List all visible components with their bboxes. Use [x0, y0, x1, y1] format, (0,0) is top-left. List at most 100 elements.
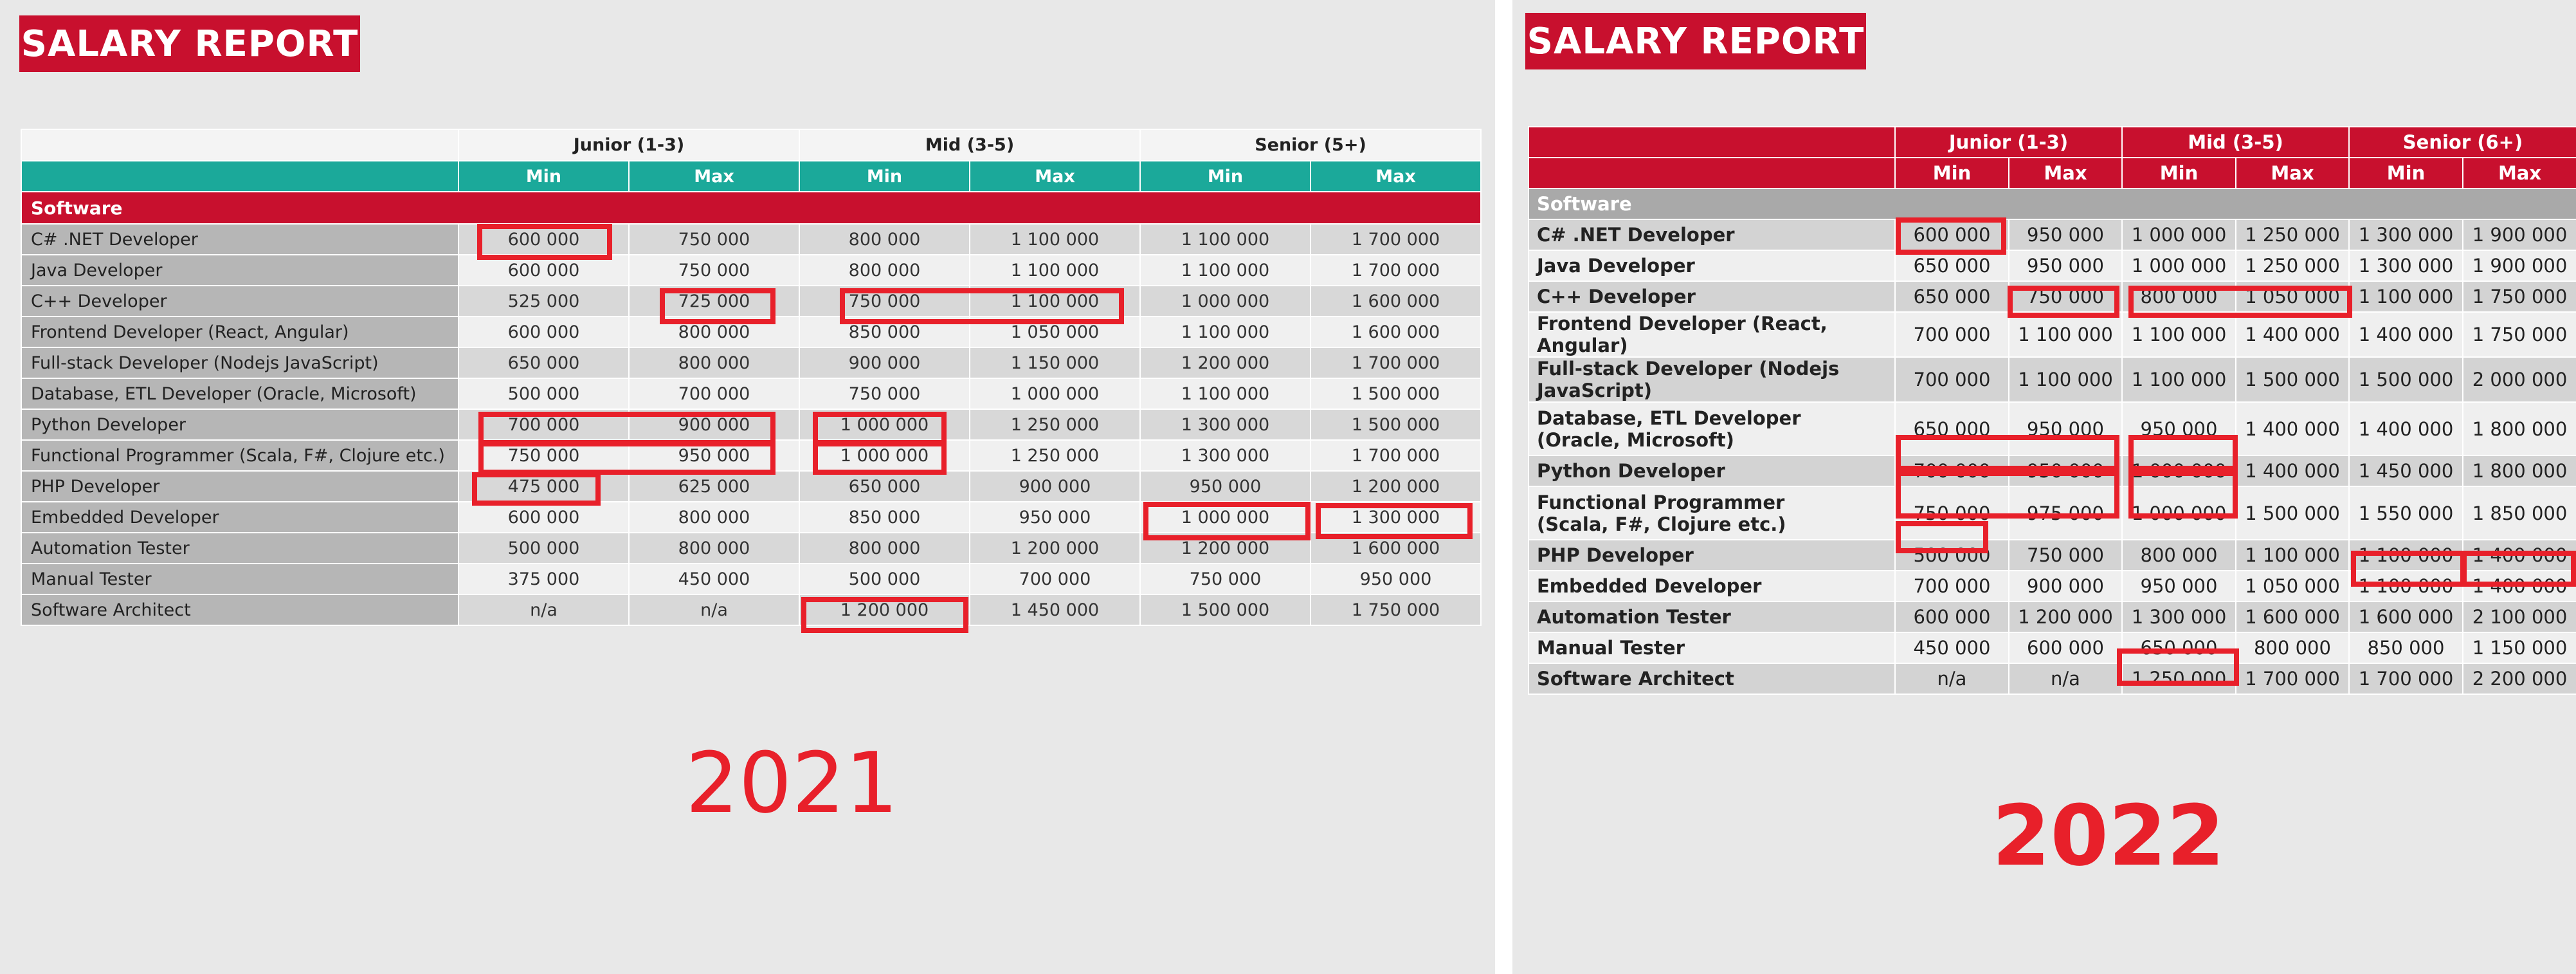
salary-cell: 700 000 — [969, 563, 1141, 595]
highlight-box — [472, 472, 601, 506]
salary-cell: 600 000 — [1894, 601, 2009, 633]
salary-table-2022: Junior (1-3) Mid (3-5) Senior (6+) Min Max Mi… — [1527, 126, 2576, 695]
salary-cell: 650 000 — [1894, 401, 2009, 456]
level-header: Mid (3-5) — [799, 129, 1141, 161]
salary-cell: n/a — [628, 594, 800, 626]
salary-cell: 1 100 000 — [2008, 311, 2123, 358]
role-cell: Full-stack Developer (Nodejs JavaScript) — [21, 347, 459, 379]
role-name: Database, ETL Developer — [1537, 407, 1801, 429]
salary-cell: 1 250 000 — [2235, 219, 2350, 251]
salary-cell: 2 000 000 — [2462, 356, 2576, 403]
salary-cell: 1 000 000 — [2121, 486, 2236, 540]
highlight-box — [2128, 471, 2238, 519]
salary-cell: 1 100 000 — [2008, 356, 2123, 403]
role-name: Automation Tester — [31, 538, 190, 558]
salary-cell: 1 750 000 — [2462, 311, 2576, 358]
role-cell: Manual Tester — [21, 563, 459, 595]
role-name: Java Developer — [1537, 255, 1695, 277]
role-name: C# .NET Developer — [31, 229, 198, 250]
salary-cell: 800 000 — [2235, 632, 2350, 664]
salary-cell: 1 700 000 — [1310, 254, 1482, 286]
highlight-box — [2462, 551, 2576, 587]
role-cell: Embedded Developer — [21, 501, 459, 533]
highlight-box — [1896, 217, 2006, 255]
role-cell: Automation Tester — [1528, 601, 1896, 633]
level-header-row: Junior (1-3) Mid (3-5) Senior (5+) — [21, 129, 1482, 161]
salary-cell: 1 500 000 — [1139, 594, 1311, 626]
table-row: Automation Tester 600 000 1 200 000 1 300 0… — [1528, 601, 2576, 633]
highlight-box — [660, 288, 776, 324]
role-name: Manual Tester — [31, 569, 152, 589]
table-row: Full-stack Developer (Nodejs JavaScript)… — [21, 347, 1482, 379]
salary-cell: 1 100 000 — [2235, 539, 2350, 571]
highlight-box — [1316, 503, 1473, 539]
salary-cell: 1 200 000 — [2008, 601, 2123, 633]
salary-cell: 1 600 000 — [1310, 316, 1482, 348]
section-label: Software — [1527, 188, 2576, 220]
salary-cell: 950 000 — [2008, 401, 2123, 456]
highlight-box — [2128, 286, 2352, 318]
salary-cell: 1 400 000 — [2348, 401, 2463, 456]
salary-cell: 900 000 — [2008, 570, 2123, 602]
level-header: Junior (1-3) — [1894, 126, 2123, 158]
salary-cell: 1 900 000 — [2462, 219, 2576, 251]
salary-cell: 850 000 — [2348, 632, 2463, 664]
highlight-box — [478, 441, 776, 475]
salary-cell: 1 250 000 — [969, 439, 1141, 472]
salary-cell: 800 000 — [628, 532, 800, 564]
salary-cell: 1 100 000 — [2121, 311, 2236, 358]
salary-cell: 750 000 — [1139, 563, 1311, 595]
max-header: Max — [2008, 157, 2123, 189]
role-name: Full-stack Developer (Nodejs JavaScript) — [31, 353, 379, 373]
salary-cell: 1 900 000 — [2462, 250, 2576, 282]
header-corner-cell — [21, 160, 459, 192]
salary-cell: 950 000 — [2008, 250, 2123, 282]
salary-cell: 1 000 000 — [969, 378, 1141, 410]
salary-cell: 1 550 000 — [2348, 486, 2463, 540]
role-cell: Java Developer — [1528, 250, 1896, 282]
salary-cell: 525 000 — [458, 285, 630, 317]
salary-cell: n/a — [1894, 663, 2009, 695]
min-header: Min — [1139, 160, 1311, 192]
table-row: Java Developer 600 000 750 000 800 000 1 100… — [21, 254, 1482, 286]
salary-cell: 1 600 000 — [2348, 601, 2463, 633]
highlight-box — [478, 412, 776, 445]
salary-cell: 700 000 — [1894, 356, 2009, 403]
salary-cell: 1 100 000 — [2348, 280, 2463, 313]
salary-cell: 950 000 — [969, 501, 1141, 533]
salary-cell: 1 100 000 — [969, 254, 1141, 286]
level-header: Junior (1-3) — [458, 129, 800, 161]
salary-cell: 650 000 — [799, 470, 970, 502]
salary-cell: 1 300 000 — [2121, 601, 2236, 633]
table-row: Database, ETL Developer (Oracle, Microso… — [21, 378, 1482, 410]
min-header: Min — [799, 160, 970, 192]
highlight-box — [1143, 502, 1311, 540]
role-cell: Python Developer — [1528, 455, 1896, 487]
table-row: Manual Tester 375 000 450 000 500 000 700 00… — [21, 563, 1482, 595]
role-cell: Database, ETL Developer (Oracle, Microso… — [21, 378, 459, 410]
role-cell: Database, ETL Developer (Oracle, Microsof… — [1528, 401, 1896, 456]
salary-cell: 1 500 000 — [1310, 409, 1482, 441]
salary-cell: 500 000 — [458, 378, 630, 410]
salary-cell: 700 000 — [1894, 570, 2009, 602]
highlight-box — [840, 288, 1124, 324]
highlight-box — [801, 597, 968, 633]
salary-cell: 950 000 — [2008, 219, 2123, 251]
salary-cell: 1 600 000 — [2235, 601, 2350, 633]
report-title: SALARY REPORT — [1525, 13, 1866, 69]
salary-cell: 700 000 — [1894, 311, 2009, 358]
salary-cell: 1 400 000 — [2235, 455, 2350, 487]
salary-cell: 750 000 — [2008, 539, 2123, 571]
salary-cell: 450 000 — [1894, 632, 2009, 664]
level-header-row: Junior (1-3) Mid (3-5) Senior (6+) — [1528, 126, 2576, 158]
role-name: Full-stack Developer (Nodejs JavaScript) — [1537, 358, 1840, 401]
table-row: Database, ETL Developer (Oracle, Microsof… — [1528, 401, 2576, 456]
role-cell: Software Architect — [21, 594, 459, 626]
role-cell: C# .NET Developer — [21, 223, 459, 255]
header-corner-cell — [1528, 157, 1896, 189]
salary-cell: 1 200 000 — [1139, 347, 1311, 379]
role-name: C# .NET Developer — [1537, 224, 1735, 246]
salary-cell: 1 450 000 — [969, 594, 1141, 626]
salary-cell: 1 100 000 — [1139, 378, 1311, 410]
salary-cell: 1 300 000 — [1139, 409, 1311, 441]
